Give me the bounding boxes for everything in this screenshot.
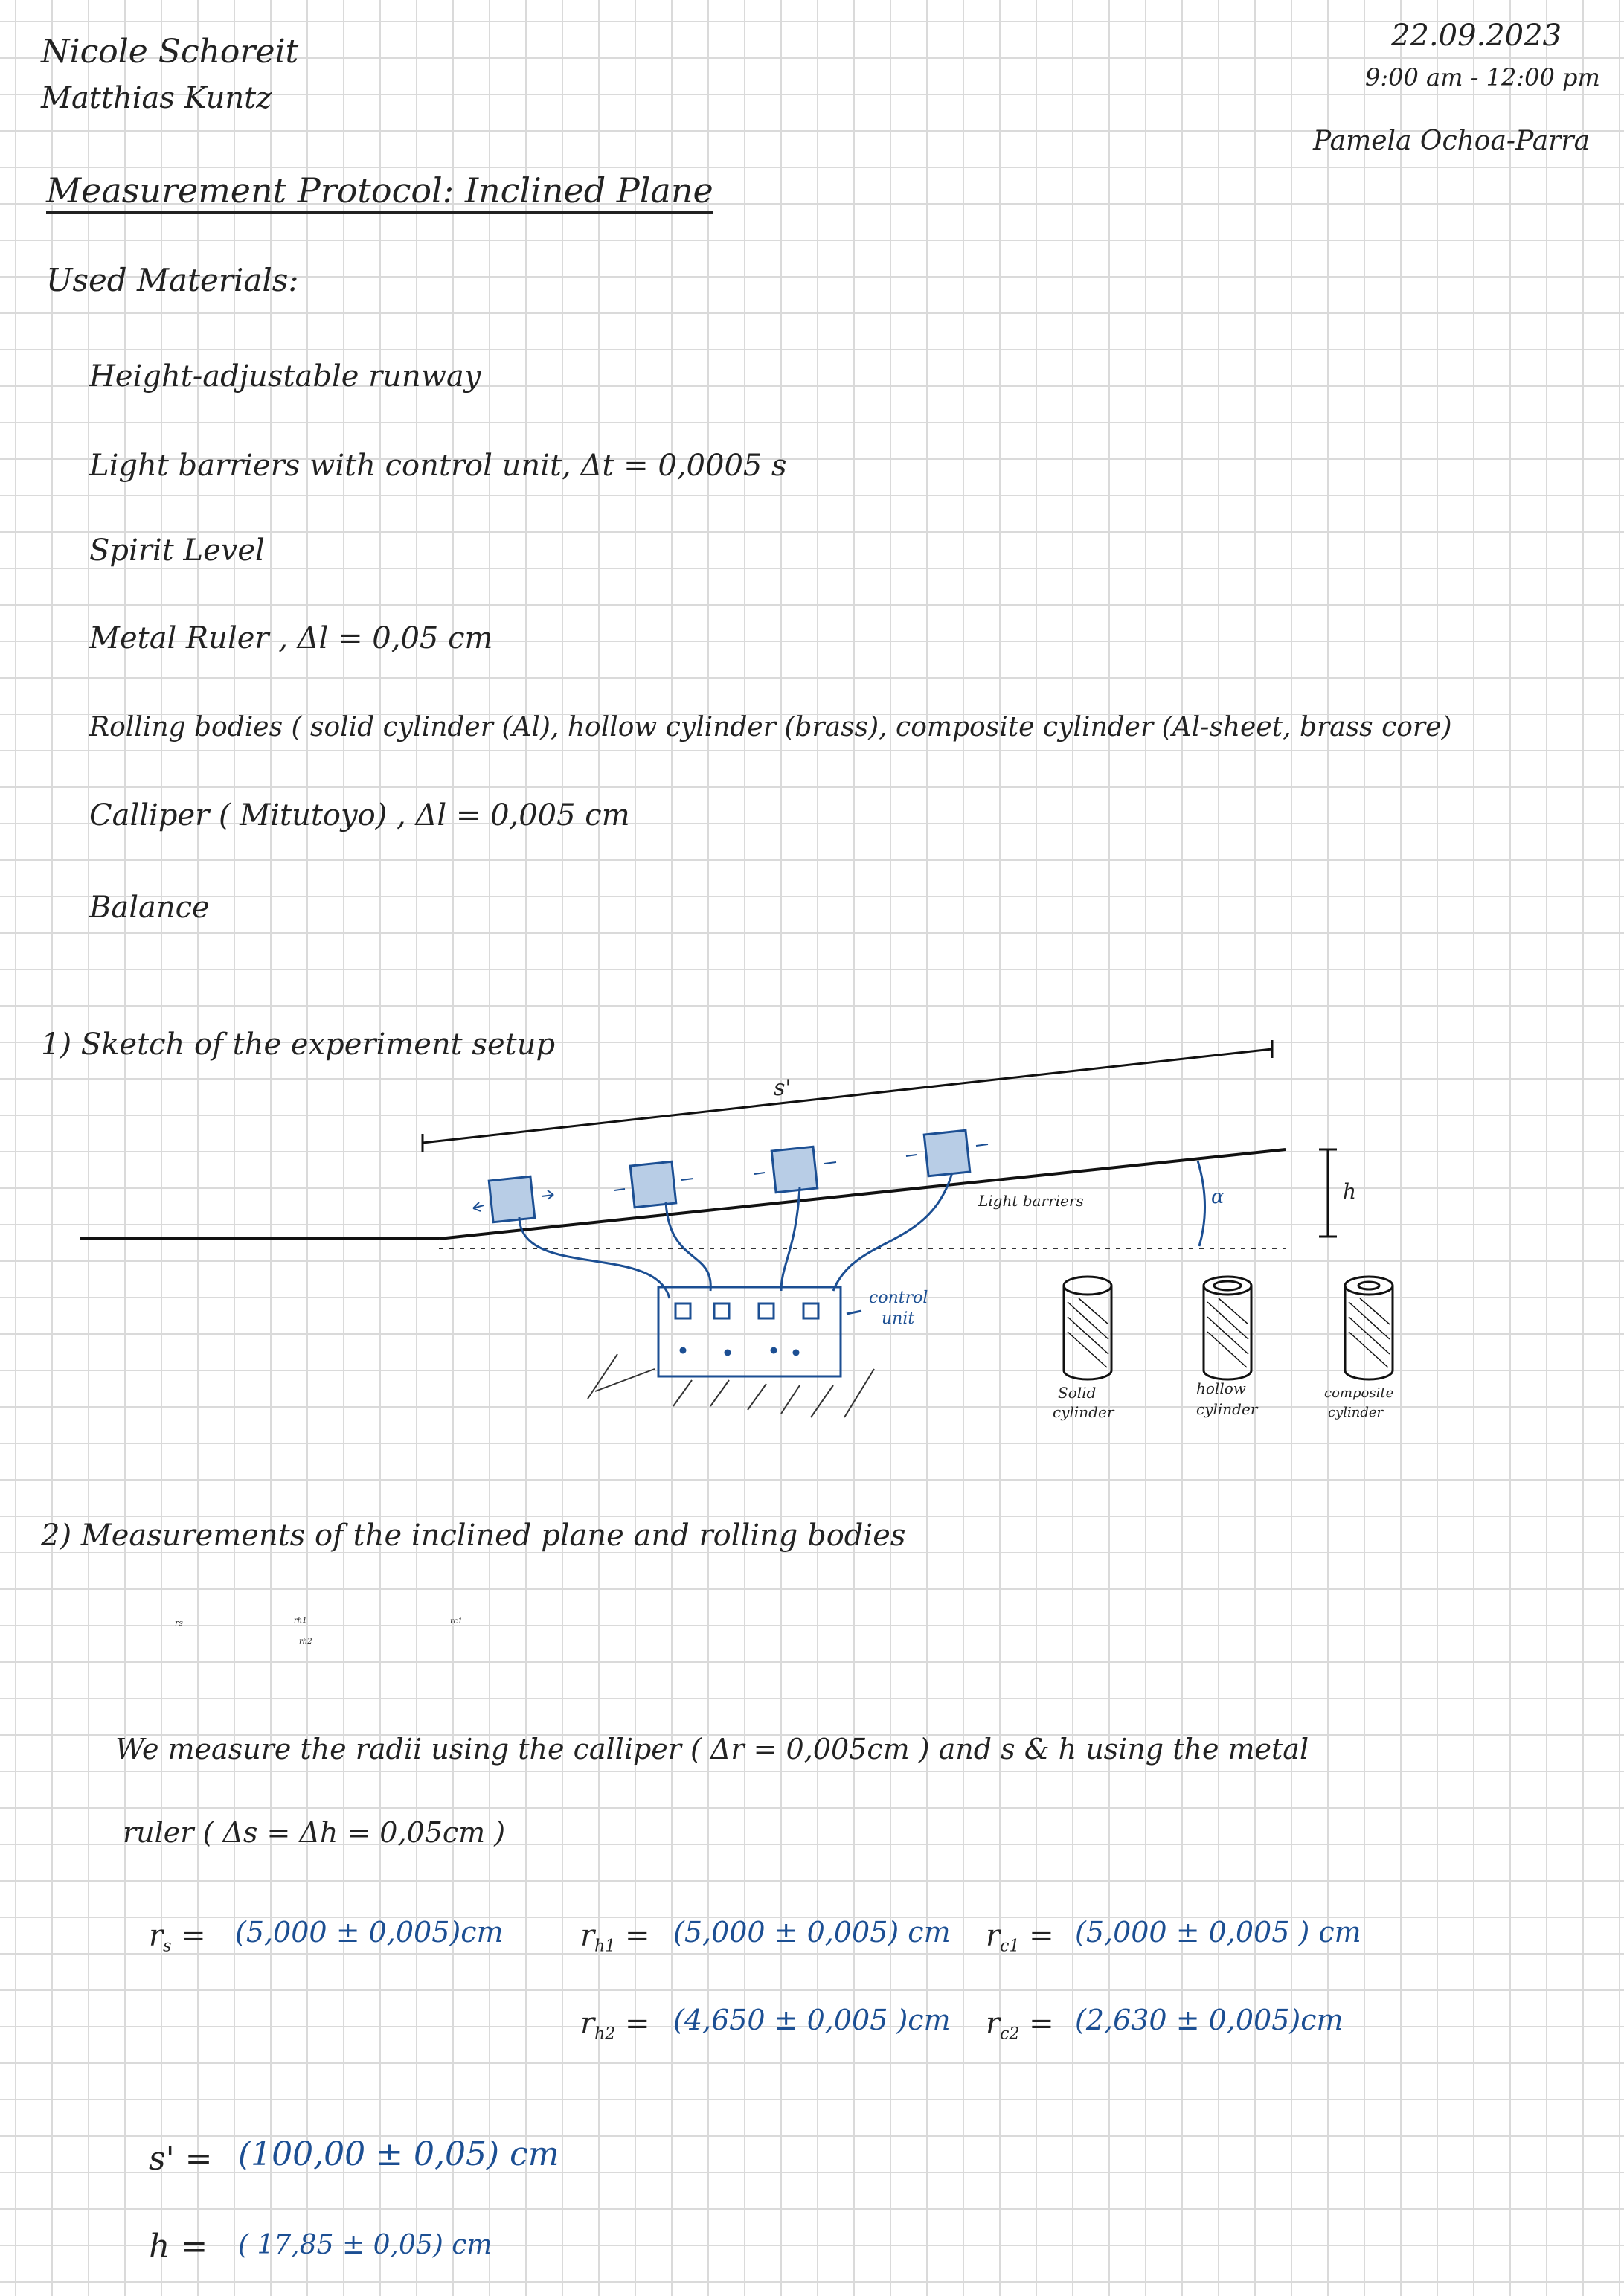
circle-label-rs: rs xyxy=(175,1618,183,1628)
time: 9:00 am - 12:00 pm xyxy=(1365,63,1600,92)
rc2-value: (2,630 ± 0,005)cm xyxy=(1075,2004,1344,2036)
material-item: Metal Ruler , Δl = 0,05 cm xyxy=(89,621,493,655)
label-solid-cylinder-2: cylinder xyxy=(1053,1403,1114,1421)
h-value: ( 17,85 ± 0,05) cm xyxy=(238,2230,492,2260)
rc2-label: rc2 = xyxy=(986,2007,1054,2044)
label-light-barriers: Light barriers xyxy=(978,1192,1084,1210)
supervisor: Pamela Ochoa-Parra xyxy=(1313,126,1591,156)
material-item: Height-adjustable runway xyxy=(89,359,481,394)
rh2-value: (4,650 ± 0,005 )cm xyxy=(673,2004,951,2036)
label-control-unit-line-2: unit xyxy=(882,1309,915,1328)
label-h: h xyxy=(1343,1179,1357,1204)
label-composite-cylinder-2: cylinder xyxy=(1328,1405,1384,1420)
author-1: Nicole Schoreit xyxy=(41,33,299,71)
composite-cylinder xyxy=(1344,1275,1394,1381)
measurement-text-line-2: ruler ( Δs = Δh = 0,05cm ) xyxy=(123,1816,506,1849)
rc1-label: rc1 = xyxy=(986,1919,1054,1956)
barrier-arrows xyxy=(472,1144,989,1212)
runway xyxy=(80,1148,1286,1240)
circle-label-rh1: rh1 xyxy=(294,1617,307,1625)
ground-hatch xyxy=(587,1353,875,1418)
h-label: h = xyxy=(149,2228,208,2265)
label-s-prime: s' xyxy=(774,1075,792,1101)
section-2-heading: 2) Measurements of the inclined plane an… xyxy=(41,1519,906,1553)
materials-heading: Used Materials: xyxy=(46,262,299,298)
material-item: Light barriers with control unit, Δt = 0… xyxy=(89,449,787,483)
solid-cylinder xyxy=(1062,1275,1113,1381)
rh2-label: rh2 = xyxy=(580,2007,650,2044)
rh1-label: rh1 = xyxy=(580,1919,650,1956)
angle-alpha-arc xyxy=(1196,1160,1207,1247)
experiment-setup-sketch xyxy=(80,1040,1394,1418)
material-item: Spirit Level xyxy=(89,533,265,568)
s-prime-value: (100,00 ± 0,05) cm xyxy=(238,2135,559,2173)
rs-label: rs = xyxy=(149,1919,206,1956)
light-barriers xyxy=(487,1129,972,1224)
s-prime-label: s' = xyxy=(149,2140,213,2178)
label-hollow-cylinder-2: cylinder xyxy=(1196,1400,1258,1418)
s-dimension-line xyxy=(421,1040,1274,1152)
hollow-cylinder xyxy=(1202,1275,1253,1381)
label-control-unit-line-1: control xyxy=(869,1289,928,1307)
label-solid-cylinder-1: Solid xyxy=(1058,1384,1097,1402)
material-item: Balance xyxy=(89,891,210,925)
circle-label-rc1: rc1 xyxy=(450,1617,463,1626)
measurement-text-line-1: We measure the radii using the calliper … xyxy=(115,1733,1309,1766)
page-title: Measurement Protocol: Inclined Plane xyxy=(46,170,713,211)
cables xyxy=(518,1172,954,1299)
date: 22.09.2023 xyxy=(1391,19,1562,53)
rs-value: (5,000 ± 0,005)cm xyxy=(235,1916,504,1949)
author-2: Matthias Kuntz xyxy=(41,81,272,115)
control-unit xyxy=(657,1286,862,1378)
circle-label-rh2: rh2 xyxy=(299,1638,312,1646)
material-item: Calliper ( Mitutoyo) , Δl = 0,005 cm xyxy=(89,798,630,833)
label-composite-cylinder-1: composite xyxy=(1324,1385,1394,1401)
rc1-value: (5,000 ± 0,005 ) cm xyxy=(1075,1916,1361,1949)
section-1-heading: 1) Sketch of the experiment setup xyxy=(41,1027,556,1062)
material-item: Rolling bodies ( solid cylinder (Al), ho… xyxy=(89,712,1452,743)
h-dimension-line xyxy=(1319,1148,1337,1238)
rh1-value: (5,000 ± 0,005) cm xyxy=(673,1916,951,1949)
label-hollow-cylinder-1: hollow xyxy=(1196,1379,1246,1397)
label-alpha: α xyxy=(1211,1186,1225,1208)
